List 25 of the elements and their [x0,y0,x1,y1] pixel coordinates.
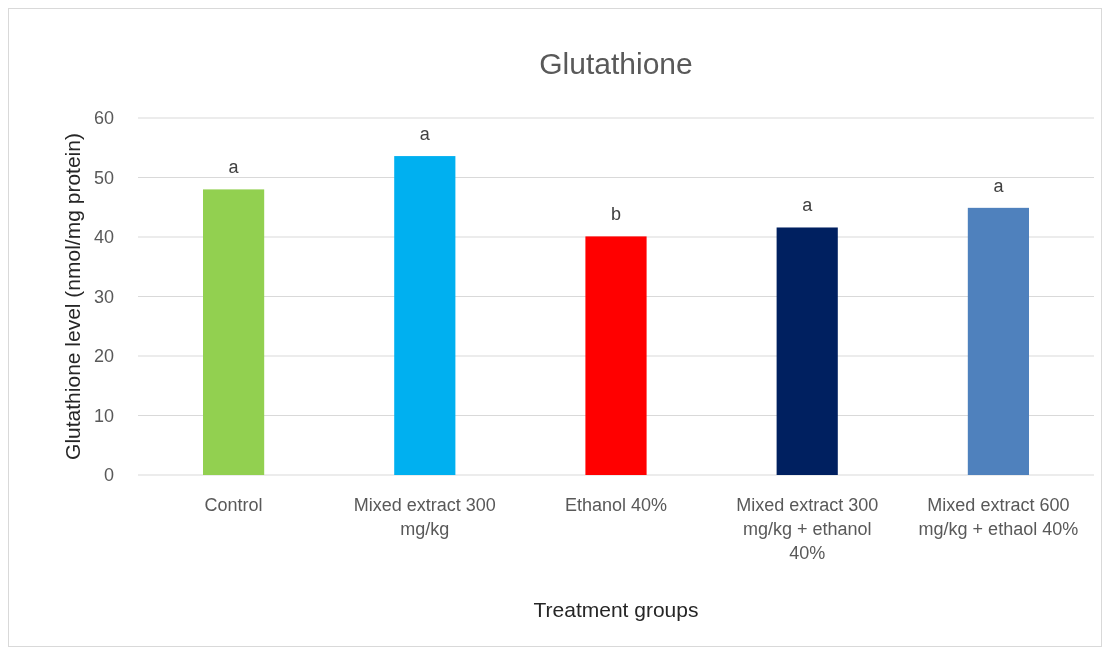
annotation: a [228,157,240,178]
y-tick-label: 60 [93,108,114,129]
y-tick-label: 0 [103,465,114,486]
bar [203,189,265,475]
x-axis-title: Treatment groups [533,598,699,621]
x-tick-label: Mixed extract 300 mg/kg + ethanol 40% [736,495,879,563]
y-axis-title: Glutathione level (nmol/mg protein) [61,133,84,460]
chart-title: Glutathione [539,47,693,80]
annotation: b [610,204,622,225]
bar [776,227,838,475]
y-tick-label: 40 [93,227,114,248]
x-tick-label: Control [204,495,263,515]
bar [585,236,647,475]
bar [394,156,456,475]
y-tick-label: 50 [93,167,114,188]
x-tick-label: Ethanol 40% [564,495,668,515]
x-tick-label: Mixed extract 300 mg/kg [353,495,496,539]
y-tick-label: 10 [93,405,114,426]
y-tick-label: 20 [93,346,114,367]
annotation: a [419,124,431,145]
x-tick-label: Mixed extract 600 mg/kg + ethaol 40% [918,495,1079,539]
annotation: a [993,175,1005,196]
y-tick-label: 30 [93,286,114,307]
annotation: a [802,195,814,216]
bar [967,207,1029,475]
